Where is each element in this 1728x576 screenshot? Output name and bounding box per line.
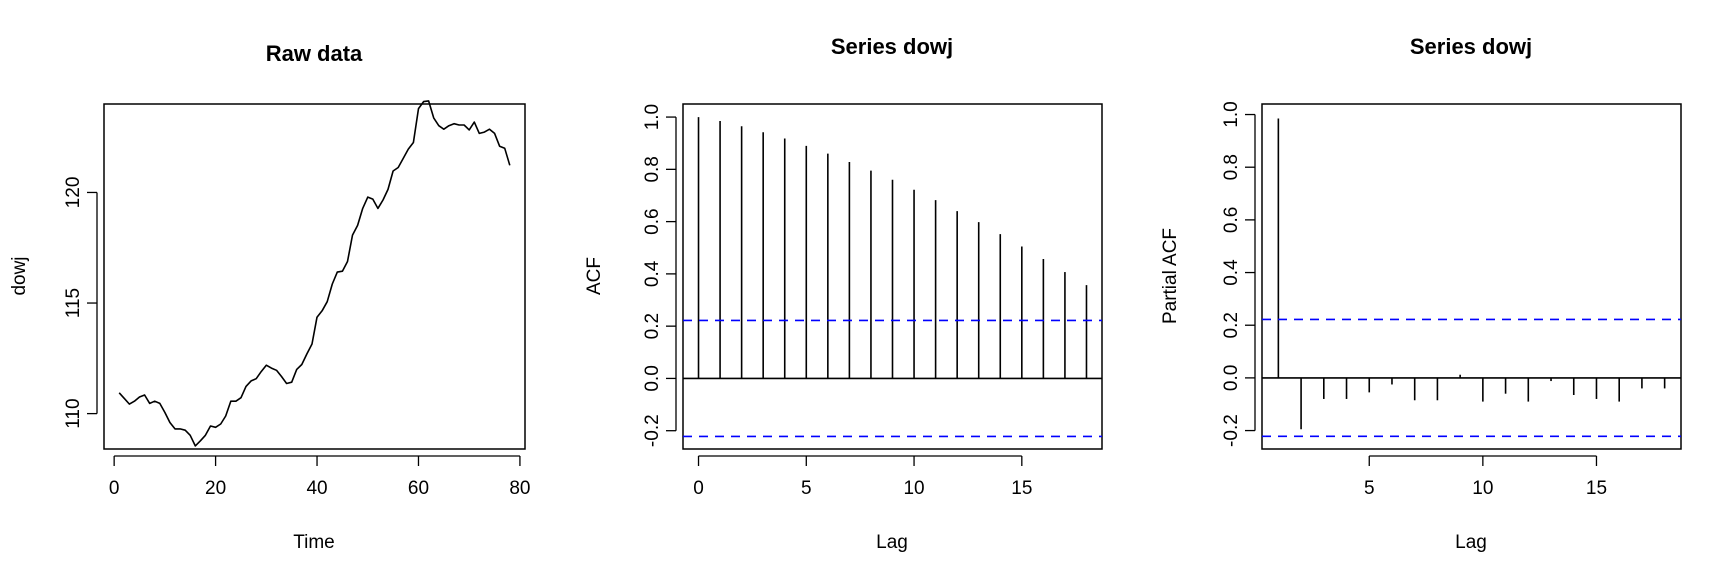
y-tick-label: 120: [63, 177, 84, 209]
y-tick-label: -0.2: [1221, 414, 1242, 447]
y-tick-label: 0.2: [1221, 312, 1242, 338]
acf-panel: Series dowj Lag ACF 0 5 10 15 -0.2 0.0 0.2 0.4…: [584, 34, 1103, 553]
y-axis-label: ACF: [584, 257, 605, 295]
y-tick-label: 110: [63, 398, 84, 428]
x-axis-ticks: 5 10 15: [1364, 455, 1607, 499]
plot-frame: [1261, 103, 1682, 450]
y-axis-label: dowj: [9, 256, 30, 295]
chart-title: Series dowj: [831, 34, 953, 59]
plot-frame: [682, 103, 1103, 450]
series-line-dowj: [118, 100, 511, 447]
y-tick-label: 1.0: [1221, 101, 1242, 127]
x-tick-label: 15: [1011, 478, 1032, 499]
x-tick-label: 10: [1472, 478, 1493, 499]
series-marks: [118, 100, 511, 447]
x-tick-label: 10: [903, 478, 924, 499]
y-axis-label: Partial ACF: [1160, 228, 1181, 324]
x-tick-label: 40: [306, 478, 327, 499]
y-axis-ticks: 110 115 120: [63, 177, 98, 429]
y-tick-label: -0.2: [642, 414, 663, 447]
chart-title: Series dowj: [1410, 34, 1532, 59]
y-tick-label: 1.0: [642, 104, 663, 130]
chart-title: Raw data: [266, 41, 363, 66]
y-tick-label: 0.8: [1221, 154, 1242, 180]
y-tick-label: 0.0: [1221, 365, 1242, 391]
x-tick-label: 5: [801, 478, 812, 499]
x-axis-ticks: 0 5 10 15: [693, 455, 1032, 499]
x-tick-label: 5: [1364, 478, 1375, 499]
series-marks: [1262, 118, 1681, 438]
plot-frame: [103, 103, 526, 450]
x-axis-ticks: 0 20 40 60 80: [109, 455, 530, 499]
series-marks: [683, 117, 1102, 438]
x-axis-label: Time: [293, 532, 335, 553]
y-tick-label: 115: [63, 288, 84, 318]
y-tick-label: 0.8: [642, 156, 663, 182]
y-tick-label: 0.0: [642, 365, 663, 391]
x-tick-label: 15: [1586, 478, 1607, 499]
x-tick-label: 60: [408, 478, 429, 499]
raw-data-panel: Raw data Time dowj 0 20 40 60 80 110 115 120: [9, 41, 530, 553]
x-tick-label: 0: [693, 478, 704, 499]
x-tick-label: 20: [205, 478, 226, 499]
x-tick-label: 80: [509, 478, 530, 499]
y-tick-label: 0.6: [1221, 207, 1242, 233]
y-axis-ticks: -0.2 0.0 0.2 0.4 0.6 0.8 1.0: [1221, 101, 1256, 447]
y-tick-label: 0.4: [1221, 259, 1242, 286]
y-tick-label: 0.2: [642, 313, 663, 339]
y-tick-label: 0.6: [642, 208, 663, 234]
y-tick-label: 0.4: [642, 260, 663, 287]
x-tick-label: 0: [109, 478, 120, 499]
x-axis-label: Lag: [876, 532, 908, 553]
pacf-panel: Series dowj Lag Partial ACF 5 10 15 -0.2 0.…: [1160, 34, 1682, 553]
x-axis-label: Lag: [1455, 532, 1487, 553]
y-axis-ticks: -0.2 0.0 0.2 0.4 0.6 0.8 1.0: [642, 104, 677, 447]
